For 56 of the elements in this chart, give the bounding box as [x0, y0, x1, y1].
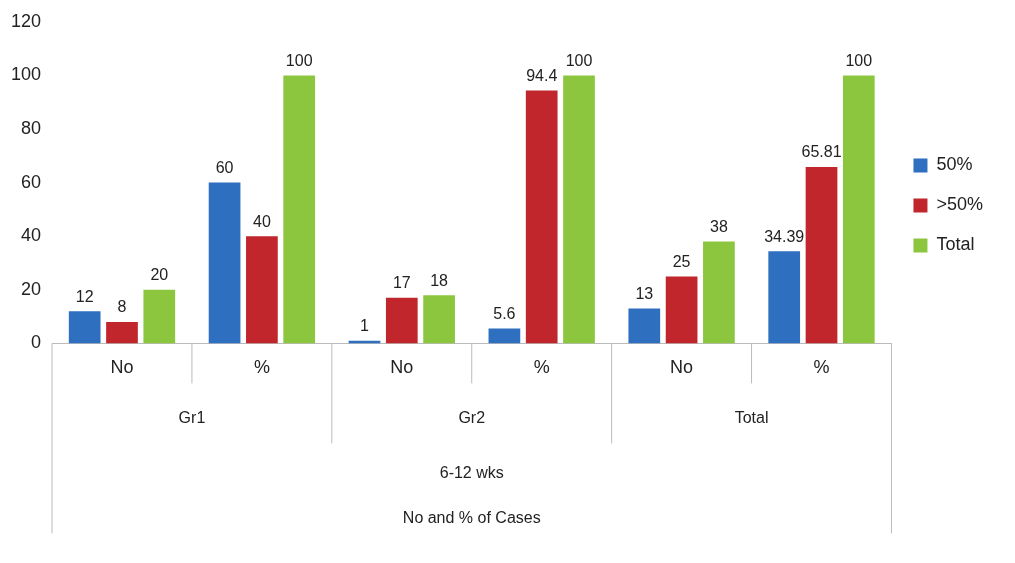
- bar: [665, 276, 698, 344]
- bar: [563, 75, 595, 344]
- text: Gr2: [458, 408, 486, 426]
- bar: [208, 182, 241, 344]
- bar: [842, 75, 875, 344]
- bar: [68, 311, 101, 344]
- bar: [385, 297, 418, 344]
- data-label: 20: [150, 266, 169, 284]
- data-label: 60: [215, 159, 234, 177]
- y-tick-label: 0: [31, 332, 42, 353]
- data-label: 100: [565, 51, 593, 69]
- data-label: 65.81: [801, 143, 842, 161]
- y-tick-label: 100: [10, 64, 42, 85]
- data-label: 5.6: [493, 304, 516, 322]
- x-tick-label: %: [813, 357, 830, 378]
- text: No and % of Cases: [402, 508, 541, 526]
- y-tick-label: 80: [21, 117, 42, 138]
- data-label: 13: [635, 284, 654, 302]
- y-tick-label: 20: [21, 278, 42, 299]
- legend-label: 50%: [936, 154, 973, 175]
- x-tick-label: No: [670, 357, 694, 378]
- data-label: 100: [285, 51, 313, 69]
- text: 6-12 wks: [439, 463, 504, 481]
- x-tick-label: %: [253, 357, 270, 378]
- x-tick-label: No: [390, 357, 414, 378]
- data-label: 38: [710, 217, 728, 235]
- bar: [525, 90, 558, 344]
- bar: [246, 236, 278, 344]
- data-label: 12: [75, 287, 94, 305]
- bar: [805, 167, 838, 344]
- legend-label: >50%: [936, 194, 984, 215]
- x-tick-label: %: [533, 357, 550, 378]
- data-label: 17: [392, 274, 411, 292]
- y-tick-label: 120: [10, 10, 42, 31]
- bar: [106, 321, 138, 344]
- bar: [283, 75, 316, 344]
- data-label: 34.39: [764, 227, 805, 245]
- bar: [488, 328, 521, 344]
- bar: [768, 251, 801, 344]
- bar: [143, 289, 176, 344]
- data-label: 1: [360, 317, 370, 335]
- text: Total: [734, 408, 769, 426]
- bar: [423, 295, 455, 344]
- bar: [703, 241, 735, 344]
- data-label: 18: [430, 271, 449, 289]
- data-label: 100: [845, 51, 873, 69]
- data-label: 25: [672, 252, 691, 270]
- y-tick-label: 60: [21, 171, 42, 192]
- data-label: 40: [252, 212, 271, 230]
- x-tick-label: No: [110, 357, 134, 378]
- bar: [628, 308, 661, 344]
- data-label: 8: [117, 298, 127, 316]
- y-tick-label: 40: [21, 225, 42, 246]
- legend-label: Total: [936, 234, 975, 255]
- data-label: 94.4: [526, 66, 558, 84]
- text: Gr1: [178, 408, 206, 426]
